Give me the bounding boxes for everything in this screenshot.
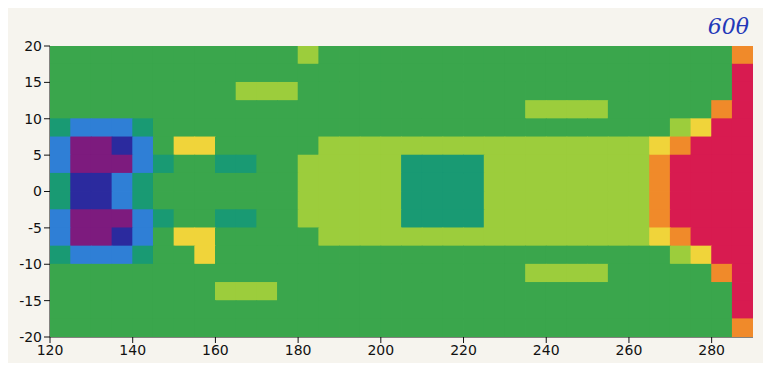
- svg-text:0: 0: [33, 183, 42, 199]
- svg-text:120: 120: [36, 341, 64, 358]
- svg-text:180: 180: [285, 342, 312, 358]
- html-text:60θ: 60θ: [707, 14, 749, 39]
- svg-text:-5: -5: [28, 220, 42, 236]
- svg-text:-15: -15: [19, 293, 42, 309]
- svg-text:280: 280: [698, 342, 725, 358]
- svg-text:140: 140: [119, 342, 146, 358]
- svg-text:160: 160: [202, 342, 229, 358]
- svg-text:220: 220: [450, 342, 477, 358]
- svg-text:10: 10: [24, 111, 42, 127]
- svg-text:-20: -20: [19, 329, 42, 345]
- svg-text:-10: -10: [19, 256, 42, 272]
- svg-text:240: 240: [533, 342, 560, 358]
- svg-text:15: 15: [24, 74, 42, 90]
- svg-text:200: 200: [367, 342, 394, 358]
- svg-text:5: 5: [33, 147, 42, 163]
- svg-text:260: 260: [616, 342, 643, 358]
- svg-text:20: 20: [24, 38, 42, 54]
